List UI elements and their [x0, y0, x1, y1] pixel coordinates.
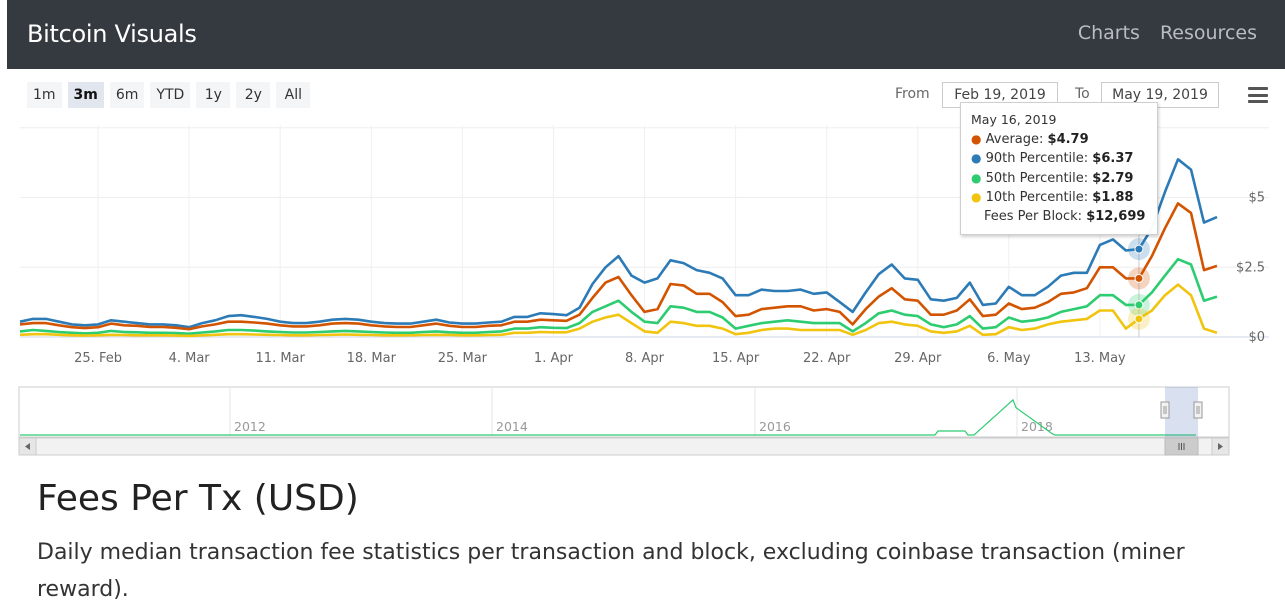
navigator-handle — [1160, 401, 1170, 419]
navigator-selection — [1165, 387, 1198, 437]
x-tick-label: 6. May — [987, 351, 1031, 366]
x-tick-label: 18. Mar — [347, 351, 397, 366]
p50-dot-icon: ● — [971, 170, 982, 185]
tooltip-row-p90: ● 90th Percentile: $6.37 — [971, 149, 1147, 169]
range-selector: 1m 3m 6m YTD 1y 2y All — [27, 82, 311, 108]
tooltip-label: 90th Percentile: — [985, 151, 1089, 166]
tooltip-row-average: ● Average: $4.79 — [971, 130, 1147, 150]
series-line-10th-percentile — [19, 283, 1218, 338]
hover-marker — [1134, 314, 1144, 324]
navigator-year-label: 2012 — [234, 419, 266, 434]
tooltip-row-p10: ● 10th Percentile: $1.88 — [971, 188, 1147, 208]
tooltip-label: 10th Percentile: — [985, 190, 1089, 205]
x-tick-label: 13. May — [1074, 351, 1126, 366]
nav-links: Charts Resources — [1078, 22, 1257, 44]
x-tick-label: 22. Apr — [803, 351, 851, 366]
tooltip-row-p50: ● 50th Percentile: $2.79 — [971, 169, 1147, 189]
x-tick-label: 1. Apr — [534, 351, 574, 366]
scrollbar-track — [18, 437, 1230, 456]
x-tick-label: 15. Apr — [712, 351, 760, 366]
x-tick-label: 11. Mar — [256, 351, 306, 366]
y-tick-label: $2.5 — [1236, 260, 1265, 275]
range-button-1y[interactable]: 1y — [196, 82, 231, 108]
navigator-frame — [18, 386, 1230, 438]
y-tick-label: $5 — [1248, 191, 1265, 206]
x-tick-label: 25. Feb — [74, 351, 122, 366]
page-description: Daily median transaction fee statistics … — [37, 540, 1185, 602]
tooltip-date: May 16, 2019 — [971, 112, 1057, 127]
x-tick-label: 8. Apr — [625, 351, 665, 366]
series-line-50th-percentile — [19, 257, 1218, 336]
to-label: To — [1075, 86, 1090, 102]
range-button-6m[interactable]: 6m — [109, 82, 145, 108]
nav-link-charts[interactable]: Charts — [1077, 22, 1140, 44]
navigator-year-label: 2016 — [759, 419, 791, 434]
tooltip-value: $1.88 — [1092, 190, 1134, 205]
average-dot-icon: ● — [971, 131, 982, 146]
from-label: From — [895, 86, 930, 102]
navigator-series-line — [20, 398, 1196, 436]
hamburger-menu-icon[interactable] — [1248, 87, 1268, 103]
tooltip-value: $4.79 — [1047, 131, 1089, 147]
tooltip-row-fees-per-block: Fees Per Block: $12,699 — [971, 208, 1147, 227]
chart-tooltip: May 16, 2019 ● Average: $4.79 ● 90th Per… — [960, 102, 1158, 235]
x-tick-label: 29. Apr — [894, 351, 942, 366]
page-title: Fees Per Tx (USD) — [37, 478, 359, 519]
hover-marker — [1134, 273, 1144, 283]
tooltip-value: $12,699 — [1086, 208, 1146, 224]
navigator-handle — [1193, 401, 1203, 419]
navigator-year-label: 2018 — [1021, 419, 1053, 434]
tooltip-label: 50th Percentile: — [985, 170, 1089, 186]
range-button-all[interactable]: All — [276, 82, 311, 108]
tooltip-label: Average: — [985, 131, 1044, 147]
p10-dot-icon: ● — [971, 190, 982, 204]
navigator-year-label: 2014 — [496, 419, 528, 434]
range-button-ytd[interactable]: YTD — [150, 82, 191, 108]
tooltip-label: Fees Per Block: — [984, 208, 1083, 224]
tooltip-value: $6.37 — [1092, 151, 1134, 166]
y-tick-label: $0 — [1248, 330, 1265, 345]
range-button-1m[interactable]: 1m — [27, 82, 62, 108]
navbar: Bitcoin Visuals Charts Resources — [7, 0, 1285, 69]
hover-marker — [1134, 244, 1144, 254]
x-tick-label: 4. Mar — [169, 351, 211, 366]
scroll-right-arrow-icon — [1218, 443, 1223, 450]
chart-container: 1m 3m 6m YTD 1y 2y All From Feb 19, 2019… — [7, 69, 1285, 469]
series-line-90th-percentile — [19, 158, 1218, 329]
hover-marker — [1134, 300, 1144, 310]
p90-dot-icon: ● — [971, 151, 982, 165]
scroll-left-arrow-icon — [25, 443, 30, 450]
series-line-average — [19, 202, 1218, 331]
fees-line-chart[interactable]: 25. Feb 4. Mar 11. Mar 18. Mar 25. Mar 1. Apr… — [7, 69, 1285, 469]
range-button-3m[interactable]: 3m — [67, 82, 104, 108]
range-button-2y[interactable]: 2y — [236, 82, 271, 108]
brand-logo[interactable]: Bitcoin Visuals — [27, 20, 197, 48]
x-tick-label: 25. Mar — [438, 351, 488, 366]
tooltip-value: $2.79 — [1092, 170, 1134, 186]
nav-link-resources[interactable]: Resources — [1159, 22, 1257, 44]
